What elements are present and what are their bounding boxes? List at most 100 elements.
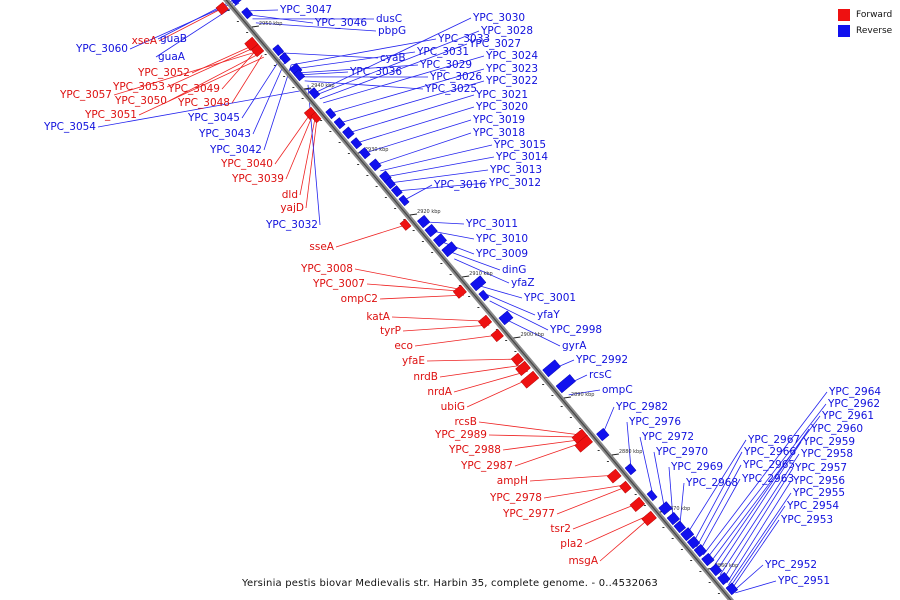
gene-label[interactable]: dld	[282, 189, 298, 201]
gene-label[interactable]: YPC_2969	[670, 461, 723, 473]
gene-label[interactable]: YPC_3047	[279, 4, 332, 16]
gene-label[interactable]: YPC_2965	[742, 459, 795, 471]
gene-label[interactable]: YPC_3029	[419, 59, 472, 71]
gene-label[interactable]: YPC_3008	[300, 263, 353, 275]
gene-label[interactable]: YPC_3030	[472, 12, 525, 24]
gene-label[interactable]: YPC_3045	[187, 112, 240, 124]
gene-label[interactable]: YPC_2961	[821, 410, 874, 422]
gene-label[interactable]: YPC_3052	[137, 67, 190, 79]
gene-label[interactable]: dinG	[502, 264, 526, 276]
gene-label[interactable]: YPC_2977	[502, 508, 555, 520]
gene-label[interactable]: nrdB	[413, 371, 438, 383]
gene-label[interactable]: ampH	[497, 475, 528, 487]
gene-label[interactable]: YPC_2958	[800, 448, 853, 460]
gene-label[interactable]: cyaB	[380, 52, 406, 64]
gene-label[interactable]: eco	[394, 340, 413, 352]
gene-label[interactable]: YPC_3013	[489, 164, 542, 176]
gene-label[interactable]: YPC_3018	[472, 127, 525, 139]
gene-label[interactable]: YPC_3057	[59, 89, 112, 101]
gene-label[interactable]: YPC_3032	[265, 219, 318, 231]
gene-label[interactable]: YPC_2955	[792, 487, 845, 499]
gene-label[interactable]: YPC_3024	[485, 50, 538, 62]
gene-label[interactable]: YPC_3019	[472, 114, 525, 126]
gene-label[interactable]: YPC_2951	[777, 575, 830, 587]
gene-label[interactable]: YPC_2972	[641, 431, 694, 443]
gene-label[interactable]: YPC_3020	[475, 101, 528, 113]
gene-label[interactable]: YPC_3026	[429, 71, 482, 83]
gene-label[interactable]: YPC_3021	[475, 89, 528, 101]
gene-label[interactable]: guaB	[160, 33, 187, 45]
gene-label[interactable]: YPC_2966	[743, 446, 796, 458]
gene-label[interactable]: YPC_3001	[523, 292, 576, 304]
gene-label[interactable]: yfaZ	[511, 277, 535, 289]
gene-label[interactable]: tsr2	[550, 523, 571, 535]
gene-label[interactable]: YPC_2956	[792, 475, 845, 487]
gene-label[interactable]: YPC_3007	[312, 278, 365, 290]
gene-label[interactable]: YPC_2998	[549, 324, 602, 336]
gene-label[interactable]: tyrP	[380, 325, 401, 337]
gene-label[interactable]: YPC_2989	[434, 429, 487, 441]
gene-label[interactable]: yfaY	[537, 309, 560, 321]
gene-label[interactable]: YPC_3060	[75, 43, 128, 55]
gene-label[interactable]: YPC_2982	[615, 401, 668, 413]
gene-label[interactable]: YPC_3031	[416, 46, 469, 58]
gene-label[interactable]: YPC_3010	[475, 233, 528, 245]
gene-label[interactable]: YPC_3009	[475, 248, 528, 260]
gene-label[interactable]: YPC_2957	[794, 462, 847, 474]
gene-label[interactable]: gyrA	[562, 340, 587, 352]
gene-label[interactable]: ompC2	[341, 293, 378, 305]
gene-label[interactable]: guaA	[158, 51, 186, 63]
gene-label[interactable]: YPC_3016	[433, 179, 486, 191]
gene-label[interactable]: msgA	[568, 555, 598, 567]
gene-label[interactable]: YPC_2968	[685, 477, 738, 489]
gene-label[interactable]: sseA	[309, 241, 334, 253]
gene-label[interactable]: pla2	[560, 538, 583, 550]
gene-label[interactable]: pbpG	[378, 25, 406, 37]
gene-label[interactable]: YPC_2970	[655, 446, 708, 458]
gene-label[interactable]: YPC_3051	[84, 109, 137, 121]
gene-label[interactable]: yfaE	[402, 355, 425, 367]
gene-label[interactable]: YPC_2954	[786, 500, 839, 512]
gene-label[interactable]: ompC	[602, 384, 633, 396]
gene-label[interactable]: rcsC	[589, 369, 612, 381]
gene-label[interactable]: YPC_3015	[493, 139, 546, 151]
gene-label[interactable]: YPC_3042	[209, 144, 262, 156]
gene-label[interactable]: YPC_3043	[198, 128, 251, 140]
gene-label[interactable]: YPC_3022	[485, 75, 538, 87]
gene-label[interactable]: YPC_3025	[424, 83, 477, 95]
gene-label[interactable]: YPC_3028	[480, 25, 533, 37]
gene-label[interactable]: yajD	[280, 202, 304, 214]
gene-label[interactable]: YPC_2953	[780, 514, 833, 526]
gene-label[interactable]: YPC_3036	[349, 66, 402, 78]
gene-label[interactable]: YPC_2952	[764, 559, 817, 571]
gene-label[interactable]: YPC_3012	[488, 177, 541, 189]
gene-label[interactable]: YPC_3033	[437, 33, 490, 45]
gene-label[interactable]: xseA	[132, 35, 158, 47]
gene-label[interactable]: YPC_2992	[575, 354, 628, 366]
gene-label[interactable]: YPC_2987	[460, 460, 513, 472]
gene-label[interactable]: YPC_3011	[465, 218, 518, 230]
gene-label[interactable]: YPC_2962	[827, 398, 880, 410]
gene-label[interactable]: YPC_3046	[314, 17, 367, 29]
gene-label[interactable]: YPC_3048	[177, 97, 230, 109]
gene-label[interactable]: rcsB	[454, 416, 477, 428]
gene-label[interactable]: YPC_3040	[220, 158, 273, 170]
gene-label[interactable]: YPC_2988	[448, 444, 501, 456]
gene-label[interactable]: YPC_3050	[114, 95, 167, 107]
gene-label[interactable]: YPC_2963	[741, 473, 794, 485]
gene-label[interactable]: nrdA	[427, 386, 452, 398]
gene-label[interactable]: YPC_3054	[43, 121, 96, 133]
gene-label[interactable]: YPC_3049	[167, 83, 220, 95]
gene-label[interactable]: YPC_2967	[747, 434, 800, 446]
gene-label[interactable]: katA	[366, 311, 390, 323]
gene-label[interactable]: YPC_2964	[828, 386, 881, 398]
gene-label[interactable]: dusC	[376, 13, 402, 25]
gene-label[interactable]: YPC_3014	[495, 151, 548, 163]
gene-label[interactable]: YPC_3039	[231, 173, 284, 185]
gene-label[interactable]: YPC_3027	[468, 38, 521, 50]
gene-label[interactable]: YPC_2959	[802, 436, 855, 448]
gene-label[interactable]: YPC_3023	[485, 63, 538, 75]
gene-label[interactable]: YPC_2976	[628, 416, 681, 428]
gene-label[interactable]: YPC_2978	[489, 492, 542, 504]
gene-label[interactable]: YPC_3053	[112, 81, 165, 93]
